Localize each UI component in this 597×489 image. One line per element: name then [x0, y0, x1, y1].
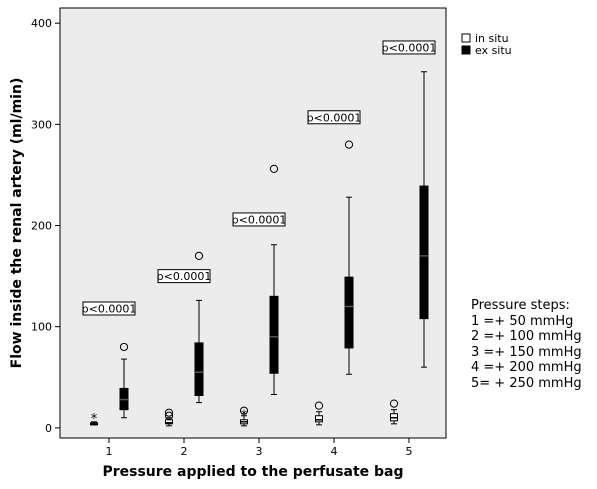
pvalue-box [82, 301, 136, 316]
box-body [194, 342, 204, 397]
y-tick-label: 200 [31, 220, 52, 233]
box-ex-situ [194, 251, 204, 404]
x-tick-label: 5 [406, 445, 413, 458]
extreme-point: * [241, 409, 248, 424]
pvalue-box [157, 269, 211, 284]
outlier-point [164, 408, 174, 417]
extreme-point: * [91, 412, 98, 427]
pressure-steps-title: Pressure steps: [471, 298, 570, 313]
outlier-point [314, 401, 324, 410]
pvalue-annotation: p<0.0001 [157, 269, 212, 284]
pressure-steps-note: Pressure steps: 1 =+ 50 mmHg 2 =+ 100 mm… [471, 298, 582, 391]
box-body [315, 415, 323, 423]
outlier-point [389, 399, 399, 408]
legend-label-ex-situ: ex situ [475, 44, 512, 57]
box-body [269, 295, 279, 374]
pvalue-box [307, 110, 361, 125]
annotations-layer: p<0.0001 p<0.0001 p<0.0001 p<0.0001 p<0.0001 [82, 40, 437, 316]
legend-swatch-ex-situ [461, 45, 471, 55]
outlier-point [119, 342, 129, 352]
outlier-point [344, 140, 354, 149]
box-in-situ [164, 408, 174, 427]
box-in-situ: * [90, 412, 98, 427]
x-tick-label: 2 [181, 445, 188, 458]
pvalue-label: p<0.0001 [232, 213, 287, 226]
outlier-point [269, 164, 279, 173]
y-tick-label: 100 [31, 321, 52, 334]
pvalue-label: p<0.0001 [157, 270, 212, 283]
legend-label-in-situ: in situ [475, 32, 509, 45]
pressure-step-4: 4 =+ 200 mmHg [471, 360, 582, 375]
y-axis-title: Flow inside the renal artery (ml/min) [9, 78, 25, 369]
outlier-point [164, 411, 174, 420]
pvalue-annotation: p<0.0001 [307, 110, 362, 125]
legend-swatch-in-situ [461, 33, 471, 43]
box-ex-situ [119, 342, 129, 419]
outlier-point [239, 406, 249, 415]
pressure-step-1: 1 =+ 50 mmHg [471, 313, 574, 329]
pvalue-label: p<0.0001 [382, 41, 437, 54]
pvalue-label: p<0.0001 [82, 302, 137, 315]
x-tick-label: 3 [256, 445, 263, 458]
box-in-situ: * [239, 406, 249, 427]
y-tick-label: 400 [31, 17, 52, 30]
box-in-situ [314, 401, 324, 426]
pressure-step-5: 5= + 250 mmHg [471, 375, 582, 391]
pvalue-annotation: p<0.0001 [82, 301, 137, 316]
box-ex-situ [269, 164, 279, 395]
boxes-layer: * * [90, 71, 429, 427]
pvalue-box [382, 40, 436, 55]
outlier-point [194, 251, 204, 260]
box-body [344, 276, 354, 349]
y-axis: 0 100 200 300 400 [31, 17, 60, 435]
pressure-step-3: 3 =+ 150 mmHg [471, 344, 582, 360]
box-ex-situ [419, 71, 429, 368]
x-tick-label: 4 [331, 445, 338, 458]
pvalue-annotation: p<0.0001 [382, 40, 437, 55]
x-axis-title: Pressure applied to the perfusate bag [102, 464, 403, 480]
pvalue-label: p<0.0001 [307, 111, 362, 124]
box-body [419, 185, 429, 320]
pressure-step-2: 2 =+ 100 mmHg [471, 329, 582, 344]
box-ex-situ [344, 140, 354, 375]
pvalue-box [232, 212, 286, 227]
y-tick-label: 300 [31, 118, 52, 131]
x-axis: 1 2 3 4 5 [106, 438, 413, 458]
y-tick-label: 0 [45, 422, 52, 435]
pvalue-annotation: p<0.0001 [232, 212, 287, 227]
box-in-situ [389, 399, 399, 425]
x-tick-label: 1 [106, 445, 113, 458]
